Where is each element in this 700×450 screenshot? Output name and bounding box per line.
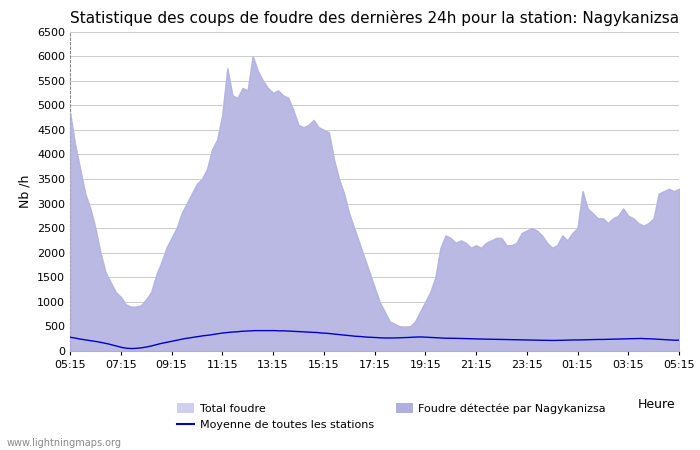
Legend: Total foudre, Moyenne de toutes les stations, Foudre détectée par Nagykanizsa: Total foudre, Moyenne de toutes les stat… — [173, 399, 610, 435]
Text: www.lightningmaps.org: www.lightningmaps.org — [7, 438, 122, 448]
Y-axis label: Nb /h: Nb /h — [18, 175, 32, 208]
Title: Statistique des coups de foudre des dernières 24h pour la station: Nagykanizsa: Statistique des coups de foudre des dern… — [70, 10, 679, 26]
Text: Heure: Heure — [638, 398, 676, 411]
